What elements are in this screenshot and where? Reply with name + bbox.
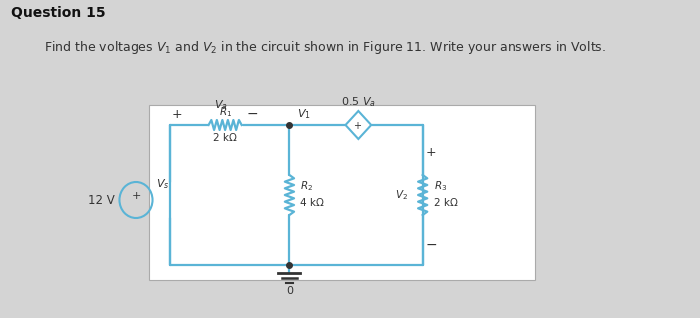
Text: −: − xyxy=(425,238,437,252)
Text: $V_a$: $V_a$ xyxy=(214,98,228,112)
Text: +: + xyxy=(172,107,183,121)
Text: Find the voltages $\mathit{V}_1$ and $\mathit{V}_2$ in the circuit shown in Figu: Find the voltages $\mathit{V}_1$ and $\m… xyxy=(44,39,606,57)
Text: +: + xyxy=(426,147,436,160)
Text: +: + xyxy=(354,121,361,131)
Text: $R_3$: $R_3$ xyxy=(434,179,447,193)
Text: −: − xyxy=(247,107,258,121)
Text: $V_1$: $V_1$ xyxy=(297,107,311,121)
Text: $V_s$: $V_s$ xyxy=(156,177,169,191)
Text: 0.5 $V_a$: 0.5 $V_a$ xyxy=(341,95,376,109)
Text: $R_1$: $R_1$ xyxy=(218,105,232,119)
Text: $V_2$: $V_2$ xyxy=(395,188,408,202)
Text: +: + xyxy=(132,191,141,201)
Text: Question 15: Question 15 xyxy=(11,6,106,20)
Text: 2 kΩ: 2 kΩ xyxy=(214,133,237,143)
Text: 2 kΩ: 2 kΩ xyxy=(434,198,458,208)
Text: 0: 0 xyxy=(286,286,293,296)
Text: $R_2$: $R_2$ xyxy=(300,179,314,193)
Text: 12 V: 12 V xyxy=(88,193,115,206)
Text: 4 kΩ: 4 kΩ xyxy=(300,198,324,208)
Bar xyxy=(149,105,535,280)
